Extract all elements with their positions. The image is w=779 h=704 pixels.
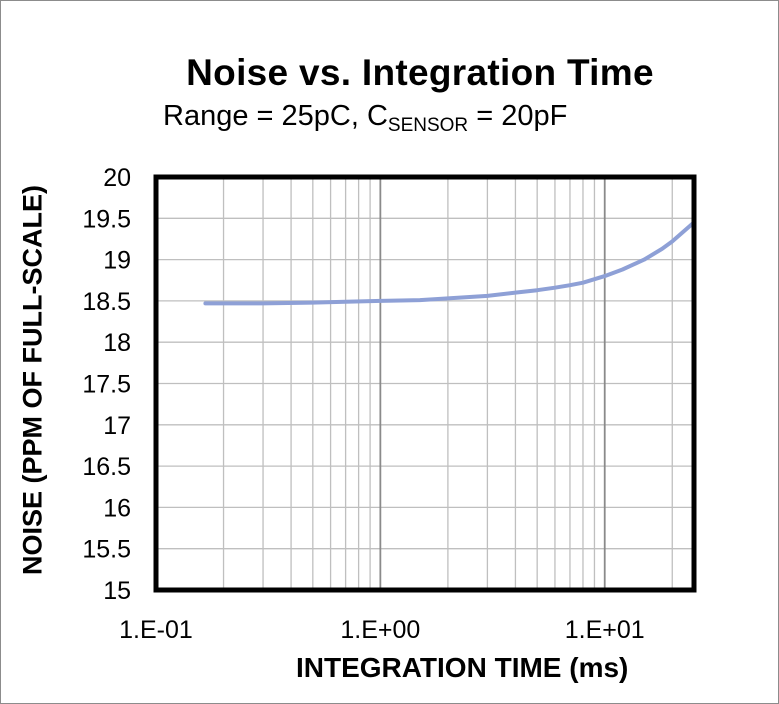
y-tick-label: 20 [103, 164, 131, 192]
y-tick-label: 18.5 [82, 288, 131, 316]
y-tick-label: 16.5 [82, 453, 131, 481]
noise-series-line [203, 220, 696, 306]
y-tick-label: 18 [103, 329, 131, 357]
y-tick-label: 15 [103, 577, 131, 605]
chart-subtitle: Range = 25pC, CSENSOR = 20pF [163, 100, 567, 137]
x-tick-label: 1.E+00 [340, 616, 420, 644]
x-tick-label: 1.E+01 [565, 616, 645, 644]
chart-title: Noise vs. Integration Time [186, 52, 654, 93]
x-tick-labels: 1.E-01 1.E+00 1.E+01 [119, 616, 645, 644]
series-layer [203, 220, 696, 306]
y-tick-label: 17 [103, 412, 131, 440]
x-tick-label: 1.E-01 [119, 616, 193, 644]
plot-area-border [153, 174, 697, 593]
y-tick-labels: 20 19.5 19 18.5 18 17.5 17 16.5 16 15.5 15 [82, 164, 131, 605]
y-tick-label: 15.5 [82, 536, 131, 564]
subtitle-prefix: Range = 25pC, C [163, 100, 388, 132]
y-tick-label: 16 [103, 494, 131, 522]
y-tick-label: 17.5 [82, 371, 131, 399]
grid-lines [155, 176, 694, 591]
x-axis-label: INTEGRATION TIME (ms) [296, 652, 629, 683]
y-tick-label: 19.5 [82, 205, 131, 233]
y-tick-label: 19 [103, 247, 131, 275]
subtitle-suffix: = 20pF [468, 100, 568, 132]
subtitle-subscript: SENSOR [387, 115, 469, 136]
